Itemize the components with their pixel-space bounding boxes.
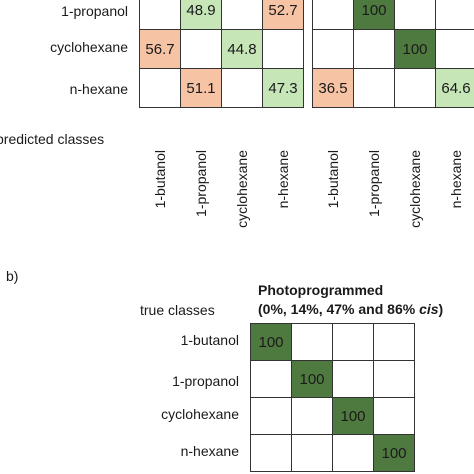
title-suffix: ) xyxy=(438,301,444,317)
panel-b-row-label-n-hexane: n-hexane xyxy=(180,443,239,459)
panel-a-right-cell-n-hexane-1-butanol: 36.5 xyxy=(312,68,354,108)
panel-a-left-cell-1-propanol-1-propanol: 48.9 xyxy=(180,0,222,30)
panel-a-right-cell-n-hexane-1-propanol xyxy=(353,68,395,108)
panel-b-cell-n-hexane-1-propanol xyxy=(291,434,333,472)
panel-b-cell-1-butanol-n-hexane xyxy=(373,323,415,361)
panel-b-cell-1-butanol-1-butanol: 100 xyxy=(250,323,292,361)
panel-b-row-label-1-propanol: 1-propanol xyxy=(172,373,239,389)
predicted-classes-label: predicted classes xyxy=(0,131,105,147)
panel-b-cell-1-propanol-cyclohexane xyxy=(332,360,374,398)
panel-a-left-cell-1-propanol-cyclohexane xyxy=(221,0,263,30)
panel-a-left-col-label-n-hexane: n-hexane xyxy=(275,150,291,209)
panel-b-cell-cyclohexane-1-propanol xyxy=(291,397,333,435)
panel-a-left-cell-n-hexane-1-butanol xyxy=(139,68,181,108)
photoprogrammed-title-line1: Photoprogrammed xyxy=(258,282,384,298)
panel-a-left-cell-1-propanol-n-hexane: 52.7 xyxy=(262,0,304,30)
panel-a-right-cell-1-propanol-1-propanol: 100 xyxy=(353,0,395,30)
panel-a-right-cell-1-propanol-cyclohexane xyxy=(394,0,436,30)
panel-a-left-col-label-1-propanol: 1-propanol xyxy=(193,150,209,217)
panel-a-left-cell-cyclohexane-cyclohexane: 44.8 xyxy=(221,29,263,69)
panel-a-row-label-cyclohexane: cyclohexane xyxy=(50,39,128,55)
panel-a-row-label-n-hexane: n-hexane xyxy=(69,81,128,97)
panel-b-cell-1-propanol-1-propanol: 100 xyxy=(291,360,333,398)
panel-b-cell-n-hexane-1-butanol xyxy=(250,434,292,472)
panel-a-right-cell-n-hexane-cyclohexane xyxy=(394,68,436,108)
panel-a-left-cell-n-hexane-1-propanol: 51.1 xyxy=(180,68,222,108)
panel-a-left-cell-1-propanol-1-butanol xyxy=(139,0,181,30)
panel-b-row-label-1-butanol: 1-butanol xyxy=(180,332,239,348)
panel-b-cell-cyclohexane-n-hexane xyxy=(373,397,415,435)
panel-b-cell-n-hexane-n-hexane: 100 xyxy=(373,434,415,472)
panel-a-left-cell-cyclohexane-1-propanol xyxy=(180,29,222,69)
panel-a-left-col-label-1-butanol: 1-butanol xyxy=(152,150,168,209)
panel-a-right-cell-cyclohexane-n-hexane xyxy=(435,29,474,69)
panel-a-right-cell-cyclohexane-cyclohexane: 100 xyxy=(394,29,436,69)
panel-b-cell-1-propanol-1-butanol xyxy=(250,360,292,398)
panel-b-cell-1-butanol-cyclohexane xyxy=(332,323,374,361)
title-prefix: (0%, 14%, 47% and 86% xyxy=(258,301,420,317)
panel-a-left-cell-n-hexane-cyclohexane xyxy=(221,68,263,108)
panel-a-left-col-label-cyclohexane: cyclohexane xyxy=(234,150,250,228)
panel-a-right-col-label-1-propanol: 1-propanol xyxy=(366,150,382,217)
panel-a-right-cell-n-hexane-n-hexane: 64.6 xyxy=(435,68,474,108)
true-classes-label: true classes xyxy=(140,302,215,318)
panel-a-left-cell-cyclohexane-n-hexane xyxy=(262,29,304,69)
panel-b-cell-1-propanol-n-hexane xyxy=(373,360,415,398)
panel-a-right-cell-cyclohexane-1-butanol xyxy=(312,29,354,69)
panel-a-right-col-label-n-hexane: n-hexane xyxy=(448,150,464,209)
panel-a-right-col-label-1-butanol: 1-butanol xyxy=(325,150,341,209)
title-italic-cis: cis xyxy=(419,301,439,317)
panel-b-cell-n-hexane-cyclohexane xyxy=(332,434,374,472)
panel-a-left-cell-n-hexane-n-hexane: 47.3 xyxy=(262,68,304,108)
panel-a-left-cell-cyclohexane-1-butanol: 56.7 xyxy=(139,29,181,69)
panel-a-right-cell-1-propanol-1-butanol xyxy=(312,0,354,30)
panel-a-right-cell-1-propanol-n-hexane xyxy=(435,0,474,30)
panel-b-cell-cyclohexane-cyclohexane: 100 xyxy=(332,397,374,435)
panel-a-row-label-1-propanol: 1-propanol xyxy=(61,3,128,19)
panel-b-row-label-cyclohexane: cyclohexane xyxy=(161,406,239,422)
panel-b-cell-1-butanol-1-propanol xyxy=(291,323,333,361)
panel-b-cell-cyclohexane-1-butanol xyxy=(250,397,292,435)
panel-a-right-cell-cyclohexane-1-propanol xyxy=(353,29,395,69)
panel-a-right-col-label-cyclohexane: cyclohexane xyxy=(407,150,423,228)
photoprogrammed-title-line2: (0%, 14%, 47% and 86% cis) xyxy=(258,301,443,317)
panel-b-tag: b) xyxy=(6,268,19,284)
